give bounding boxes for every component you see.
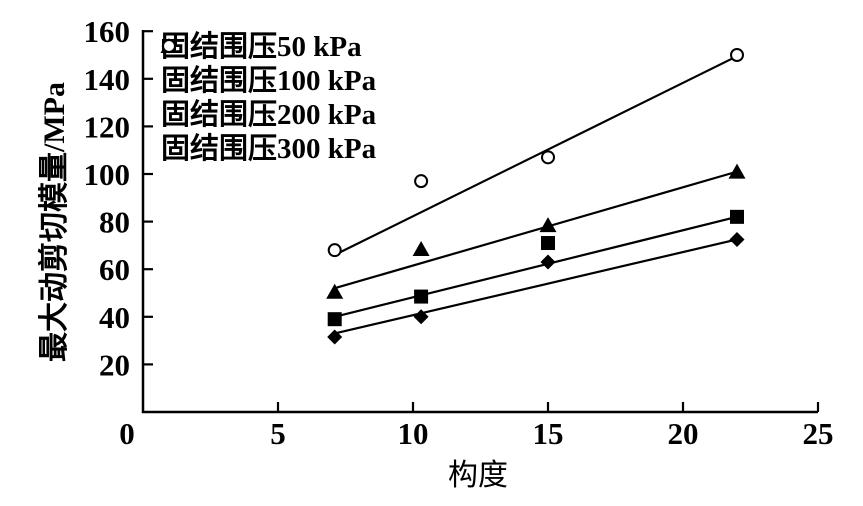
square-marker	[730, 209, 744, 224]
chart-legend: 固结围压50 kPa 固结围压100 kPa 固结围压200 kPa 固结围压300 …	[154, 30, 376, 166]
series-1	[334, 215, 738, 318]
y-tick-label: 100	[84, 157, 131, 192]
square-marker	[414, 289, 429, 304]
y-tick-label: 120	[84, 109, 131, 144]
series-3-points	[327, 48, 744, 258]
legend-item-3: 固结围压300 kPa	[154, 39, 377, 166]
series-0-points	[327, 231, 745, 345]
tick-label-layer: 20 40 60 80 100 120 140 160 0 5 10 15 20 25	[84, 14, 834, 451]
triangle-marker	[539, 217, 557, 233]
circle-marker	[414, 174, 429, 189]
triangle-marker	[326, 283, 344, 299]
x-tick-label: 10	[398, 416, 429, 451]
series-layer	[326, 48, 746, 345]
axis-lines	[141, 30, 818, 414]
circle-marker	[162, 39, 176, 53]
series-0	[334, 238, 738, 335]
diamond-marker	[327, 329, 343, 345]
circle-marker	[730, 48, 744, 62]
circle-marker	[327, 243, 342, 258]
diamond-marker	[413, 309, 429, 325]
legend-item-2: 固结围压200 kPa	[154, 38, 377, 132]
triangle-marker	[728, 163, 746, 179]
x-tick-label: 20	[668, 416, 699, 451]
tick-layer	[143, 30, 820, 412]
x-tick-label: 25	[803, 416, 834, 451]
y-tick-label: 160	[84, 14, 131, 49]
y-tick-label: 20	[99, 347, 130, 382]
fit-line	[334, 170, 738, 290]
legend-label: 固结围压50 kPa	[161, 31, 362, 63]
x-tick-label: 15	[533, 416, 564, 451]
axes-layer	[141, 30, 818, 414]
circle-marker	[541, 150, 555, 165]
diamond-marker	[729, 231, 745, 247]
legend-item-0: 固结围压50 kPa	[154, 30, 376, 64]
legend-label: 固结围压200 kPa	[161, 99, 377, 131]
y-axis-title: 最大动剪切模量/MPa	[38, 82, 71, 362]
fit-line	[334, 238, 738, 335]
series-2-points	[326, 163, 746, 299]
x-tick-label: 0	[119, 416, 135, 451]
legend-open-circle-icon	[162, 39, 176, 53]
diamond-marker	[540, 254, 556, 270]
square-marker	[541, 236, 555, 251]
fit-line	[334, 55, 738, 256]
y-tick-label: 60	[99, 252, 130, 287]
series-2	[334, 170, 738, 290]
square-marker	[327, 312, 342, 327]
series-3	[334, 55, 738, 256]
legend-label: 固结围压300 kPa	[161, 133, 377, 165]
fit-line	[334, 215, 738, 318]
y-tick-label: 80	[99, 205, 130, 240]
y-tick-label: 140	[84, 62, 131, 97]
series-1-points	[327, 209, 744, 327]
x-axis-title: 构度	[448, 459, 508, 492]
legend-label: 固结围压100 kPa	[161, 65, 377, 97]
x-tick-label: 5	[270, 416, 286, 451]
triangle-marker	[412, 240, 430, 256]
legend-item-1: 固结围压100 kPa	[154, 39, 377, 98]
y-tick-label: 40	[99, 300, 130, 335]
